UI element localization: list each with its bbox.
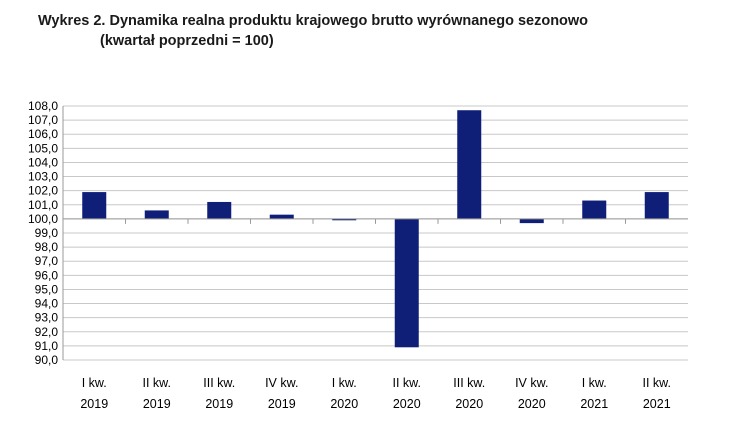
x-category-label-quarter: I kw. [582,376,607,390]
x-category-label-quarter: II kw. [643,376,671,390]
x-category-label-year: 2019 [143,397,171,411]
gridlines [63,105,688,361]
x-category-label-year: 2019 [268,397,296,411]
y-tick-label: 92,0 [35,325,59,339]
y-tick-label: 100,0 [28,212,58,226]
y-tick-label: 94,0 [35,297,59,311]
x-category-label-year: 2020 [518,397,546,411]
y-tick-label: 105,0 [28,141,58,155]
y-tick-label: 95,0 [35,282,59,296]
y-tick-label: 108,0 [28,99,58,113]
bar [144,210,169,219]
y-axis: 108,0107,0106,0105,0104,0103,0102,0101,0… [28,99,64,367]
y-tick-label: 99,0 [35,226,59,240]
bars [82,110,669,348]
x-category-label-quarter: II kw. [393,376,421,390]
x-category-label-quarter: II kw. [143,376,171,390]
bar [269,214,294,219]
x-category-label-year: 2021 [580,397,608,411]
x-axis: I kw. 2019 II kw. 2019 III kw. 2019 IV kw. 2019… [63,218,688,411]
bar [519,218,544,224]
bar [394,218,419,348]
y-tick-label: 107,0 [28,113,58,127]
y-tick-label: 106,0 [28,127,58,141]
chart-title: Wykres 2. Dynamika realna produktu krajo… [38,13,589,29]
y-tick-label: 97,0 [35,254,59,268]
y-tick-label: 103,0 [28,170,58,184]
x-category-label-quarter: I kw. [332,376,357,390]
bar [207,201,232,219]
y-tick-label: 90,0 [35,353,59,367]
y-tick-label: 104,0 [28,155,58,169]
y-tick-label: 98,0 [35,240,59,254]
x-category-label-quarter: IV kw. [265,376,298,390]
y-tick-label: 102,0 [28,184,58,198]
bar [582,200,607,219]
x-category-label-quarter: III kw. [453,376,485,390]
x-category-label-year: 2019 [80,397,108,411]
bar [332,218,357,221]
x-category-label-quarter: I kw. [82,376,107,390]
y-tick-label: 96,0 [35,268,59,282]
x-category-label-year: 2021 [643,397,671,411]
x-category-label-year: 2020 [393,397,421,411]
y-tick-label: 101,0 [28,198,58,212]
x-category-label-quarter: III kw. [203,376,235,390]
bar [457,110,482,219]
x-category-label-year: 2020 [455,397,483,411]
x-category-label-quarter: IV kw. [515,376,548,390]
y-tick-label: 93,0 [35,311,59,325]
chart-subtitle: (kwartał poprzedni = 100) [100,33,274,49]
x-category-label-year: 2020 [330,397,358,411]
y-tick-label: 91,0 [35,339,59,353]
x-category-label-year: 2019 [205,397,233,411]
bar [644,192,669,219]
bar [82,192,107,219]
